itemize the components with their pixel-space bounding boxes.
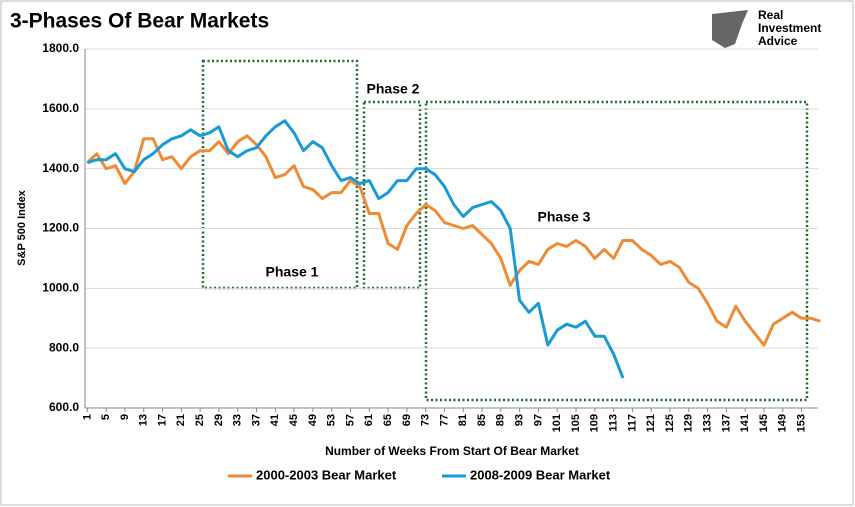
- x-tick-label: 125: [664, 414, 676, 432]
- y-tick-label: 1200.0: [42, 221, 79, 235]
- logo-text: Real: [758, 8, 783, 22]
- y-tick-label: 600.0: [49, 400, 79, 414]
- y-tick-label: 800.0: [49, 340, 79, 354]
- x-tick-label: 25: [194, 414, 206, 426]
- x-tick-label: 17: [156, 414, 168, 426]
- y-tick-label: 1600.0: [42, 101, 79, 115]
- x-tick-label: 145: [758, 414, 770, 432]
- x-tick-label: 69: [401, 414, 413, 426]
- x-tick-label: 141: [739, 414, 751, 432]
- annotation: Phase 1: [266, 264, 319, 280]
- x-tick-label: 93: [514, 414, 526, 426]
- x-tick-label: 5: [100, 414, 112, 420]
- annotation: Phase 2: [367, 81, 420, 97]
- chart-title: 3-Phases Of Bear Markets: [10, 10, 269, 33]
- x-tick-label: 45: [288, 414, 300, 426]
- x-tick-label: 117: [626, 414, 638, 432]
- x-tick-label: 121: [645, 414, 657, 432]
- annotation: Phase 3: [538, 209, 591, 225]
- x-tick-label: 137: [720, 414, 732, 432]
- x-tick-label: 33: [232, 414, 244, 426]
- series-line: [86, 119, 625, 379]
- x-tick-label: 65: [382, 414, 394, 426]
- x-tick-label: 89: [495, 414, 507, 426]
- x-tick-label: 61: [363, 414, 375, 426]
- logo-text: Investment: [758, 21, 821, 35]
- x-tick-label: 57: [344, 414, 356, 426]
- x-tick-label: 41: [269, 414, 281, 426]
- x-tick-label: 53: [326, 414, 338, 426]
- x-tick-label: 13: [138, 414, 150, 426]
- phase-box: [201, 59, 359, 290]
- x-tick-label: 85: [476, 414, 488, 426]
- series-line: [86, 134, 821, 347]
- logo-text: Advice: [758, 34, 798, 48]
- phase-box: [424, 100, 809, 402]
- x-tick-label: 105: [570, 414, 582, 432]
- x-tick-label: 73: [420, 414, 432, 426]
- x-tick-label: 149: [777, 414, 789, 432]
- x-tick-label: 49: [307, 414, 319, 426]
- y-axis-label: S&P 500 Index: [16, 189, 28, 265]
- x-tick-label: 113: [608, 414, 620, 432]
- x-tick-label: 101: [551, 414, 563, 432]
- x-tick-label: 109: [589, 414, 601, 432]
- legend-label: 2000-2003 Bear Market: [256, 467, 397, 482]
- x-tick-label: 77: [438, 414, 450, 426]
- legend-label: 2008-2009 Bear Market: [470, 467, 611, 482]
- y-tick-label: 1000.0: [42, 281, 79, 295]
- x-tick-label: 133: [701, 414, 713, 432]
- y-tick-label: 1800.0: [42, 41, 79, 55]
- x-tick-label: 29: [213, 414, 225, 426]
- logo-icon: [712, 10, 748, 48]
- x-tick-label: 9: [119, 414, 131, 420]
- x-tick-label: 37: [250, 414, 262, 426]
- x-tick-label: 21: [175, 414, 187, 426]
- x-axis-label: Number of Weeks From Start Of Bear Marke…: [325, 444, 579, 458]
- x-tick-label: 97: [532, 414, 544, 426]
- x-tick-label: 153: [795, 414, 807, 432]
- x-tick-label: 81: [457, 414, 469, 426]
- y-tick-label: 1400.0: [42, 161, 79, 175]
- x-tick-label: 1: [81, 414, 93, 420]
- x-tick-label: 129: [683, 414, 695, 432]
